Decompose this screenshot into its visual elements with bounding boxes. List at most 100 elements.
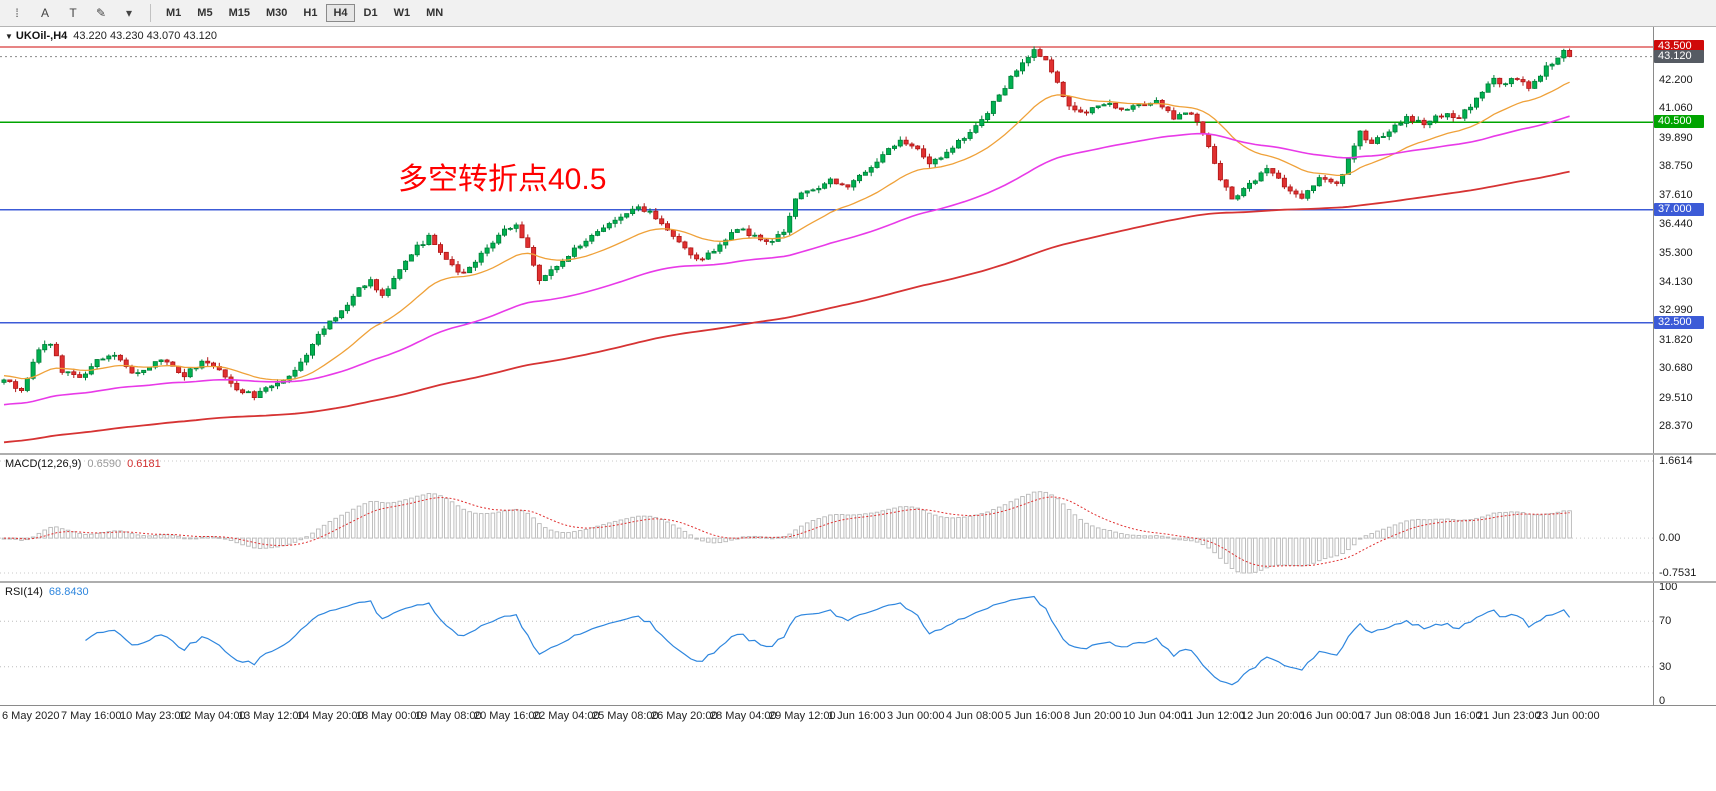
price-axis-label: 38.750 <box>1659 160 1693 173</box>
window-bottom-space <box>0 728 1716 791</box>
current-price-badge: 43.120 <box>1654 49 1704 63</box>
rsi-header: RSI(14) 68.8430 <box>5 586 89 598</box>
time-axis-label: 3 Jun 00:00 <box>887 710 945 722</box>
macd-histogram-layer <box>1 491 1572 574</box>
draw-tool-icon[interactable]: ✎ <box>95 6 107 20</box>
time-axis-label: 22 May 04:00 <box>533 710 600 722</box>
macd-signal-value: 0.6181 <box>127 458 161 470</box>
time-axis-label: 10 May 23:00 <box>120 710 187 722</box>
time-axis-label: 18 Jun 16:00 <box>1418 710 1482 722</box>
time-axis-label: 8 Jun 20:00 <box>1064 710 1122 722</box>
time-axis-label: 13 May 12:00 <box>238 710 305 722</box>
time-axis-label: 12 May 04:00 <box>179 710 246 722</box>
timeframe-button-m15[interactable]: M15 <box>228 7 250 19</box>
macd-panel: 1.6614 0.00 -0.7531 MACD(12,26,9) 0.6590 0.6… <box>0 455 1716 581</box>
macd-plot[interactable] <box>0 455 1654 581</box>
time-axis-label: 4 Jun 08:00 <box>946 710 1004 722</box>
macd-header: MACD(12,26,9) 0.6590 0.6181 <box>5 458 161 470</box>
rsi-line <box>85 595 1571 686</box>
rsi-plot[interactable] <box>0 583 1654 705</box>
symbol-timeframe-label: UKOil-,H4 <box>15 30 68 42</box>
time-axis-label: 19 May 08:00 <box>415 710 482 722</box>
annotation-text[interactable]: 多空转折点40.5 <box>398 163 606 196</box>
price-axis-label: 32.990 <box>1659 304 1693 317</box>
time-axis-label: 10 Jun 04:00 <box>1123 710 1187 722</box>
tools-dropdown-icon[interactable]: ▾ <box>125 6 133 20</box>
price-axis-label: 42.200 <box>1659 73 1693 86</box>
panel-separator[interactable] <box>0 453 1716 455</box>
rsi-label: RSI(14) <box>5 586 43 598</box>
rsi-axis-label: 100 <box>1659 583 1678 593</box>
time-axis-label: 23 Jun 00:00 <box>1536 710 1600 722</box>
macd-axis-label: 0.00 <box>1659 532 1681 545</box>
moving-averages-layer <box>3 81 1570 444</box>
drawing-tools-group: ⁞ A T ✎ ▾ <box>3 4 143 22</box>
price-axis-label: 36.440 <box>1659 217 1693 230</box>
timeframe-button-d1[interactable]: D1 <box>363 7 378 19</box>
time-axis[interactable]: 6 May 2020 7 May 16:00 10 May 23:00 12 May … <box>0 705 1716 728</box>
time-axis-label: 16 Jun 00:00 <box>1300 710 1364 722</box>
macd-axis[interactable]: 1.6614 0.00 -0.7531 <box>1653 455 1716 581</box>
template-tool-icon[interactable]: T <box>69 6 77 20</box>
price-axis-label: 28.370 <box>1659 420 1693 433</box>
time-axis-label: 11 Jun 12:00 <box>1182 710 1245 722</box>
macd-main-value: 0.6590 <box>87 458 122 470</box>
main-chart-plot[interactable]: 多空转折点40.5 <box>0 27 1654 453</box>
text-label-tool-icon[interactable]: A <box>40 6 49 20</box>
symbol-marker-icon: ▼ <box>5 32 13 41</box>
rsi-panel: 100 70 30 0 RSI(14) 68.8430 <box>0 583 1716 705</box>
toolbar-separator <box>150 4 151 22</box>
timeframe-button-w1[interactable]: W1 <box>393 7 411 19</box>
top-toolbar: ⁞ A T ✎ ▾ M1 M5 M15 M30 H1 H4 D1 W1 MN <box>0 0 1716 27</box>
timeframe-button-mn[interactable]: MN <box>426 7 444 19</box>
price-axis-label: 30.680 <box>1659 362 1693 375</box>
timeframe-button-m5[interactable]: M5 <box>197 7 213 19</box>
time-axis-label: 6 May 2020 <box>2 710 60 722</box>
price-axis-label: 41.060 <box>1659 102 1693 115</box>
macd-axis-label: -0.7531 <box>1659 567 1697 579</box>
time-axis-label: 12 Jun 20:00 <box>1241 710 1305 722</box>
chart-header: ▼ UKOil-,H4 43.220 43.230 43.070 43.120 <box>5 30 217 42</box>
rsi-value: 68.8430 <box>48 586 89 598</box>
time-axis-label: 7 May 16:00 <box>61 710 122 722</box>
macd-label: MACD(12,26,9) <box>5 458 82 470</box>
price-axis-label: 35.300 <box>1659 246 1693 259</box>
price-badge-32.500: 32.500 <box>1654 315 1704 329</box>
horizontal-lines-layer <box>0 46 1654 324</box>
main-chart-panel: 多空转折点40.5 42.200 41.060 39.890 38.750 37.610… <box>0 27 1716 453</box>
time-axis-label: 28 May 04:00 <box>710 710 777 722</box>
price-badge-37.000: 37.000 <box>1654 202 1704 216</box>
price-axis-label: 39.890 <box>1659 131 1693 144</box>
price-axis[interactable]: 42.200 41.060 39.890 38.750 37.610 36.440 35.3… <box>1653 27 1716 453</box>
rsi-axis[interactable]: 100 70 30 0 <box>1653 583 1716 705</box>
price-axis-label: 29.510 <box>1659 391 1693 404</box>
time-axis-label: 29 May 12:00 <box>769 710 836 722</box>
candles-layer <box>1 46 1573 401</box>
price-axis-label: 34.130 <box>1659 275 1693 288</box>
rsi-axis-label: 70 <box>1659 615 1672 628</box>
macd-axis-label: 1.6614 <box>1659 455 1693 467</box>
timeframe-group: M1 M5 M15 M30 H1 H4 D1 W1 MN <box>158 4 451 22</box>
panel-separator[interactable] <box>0 581 1716 583</box>
time-axis-label: 1 Jun 16:00 <box>828 710 886 722</box>
toolbar-grip-icon[interactable]: ⁞ <box>15 6 19 20</box>
time-axis-label: 18 May 00:00 <box>356 710 423 722</box>
price-axis-label: 37.610 <box>1659 188 1693 201</box>
time-axis-label: 26 May 20:00 <box>651 710 718 722</box>
time-axis-label: 5 Jun 16:00 <box>1005 710 1063 722</box>
time-axis-label: 17 Jun 08:00 <box>1359 710 1423 722</box>
time-axis-label: 20 May 16:00 <box>474 710 541 722</box>
time-axis-label: 14 May 20:00 <box>297 710 364 722</box>
time-axis-label: 25 May 08:00 <box>592 710 659 722</box>
macd-signal-line <box>4 496 1570 567</box>
timeframe-button-m1[interactable]: M1 <box>166 7 182 19</box>
ohlc-values: 43.220 43.230 43.070 43.120 <box>73 30 218 42</box>
rsi-axis-label: 30 <box>1659 660 1672 673</box>
time-axis-label: 21 Jun 23:00 <box>1477 710 1541 722</box>
rsi-axis-label: 0 <box>1659 695 1666 705</box>
timeframe-button-h4[interactable]: H4 <box>326 4 355 22</box>
timeframe-button-h1[interactable]: H1 <box>303 7 318 19</box>
timeframe-button-m30[interactable]: M30 <box>265 7 288 19</box>
price-axis-label: 31.820 <box>1659 333 1693 346</box>
